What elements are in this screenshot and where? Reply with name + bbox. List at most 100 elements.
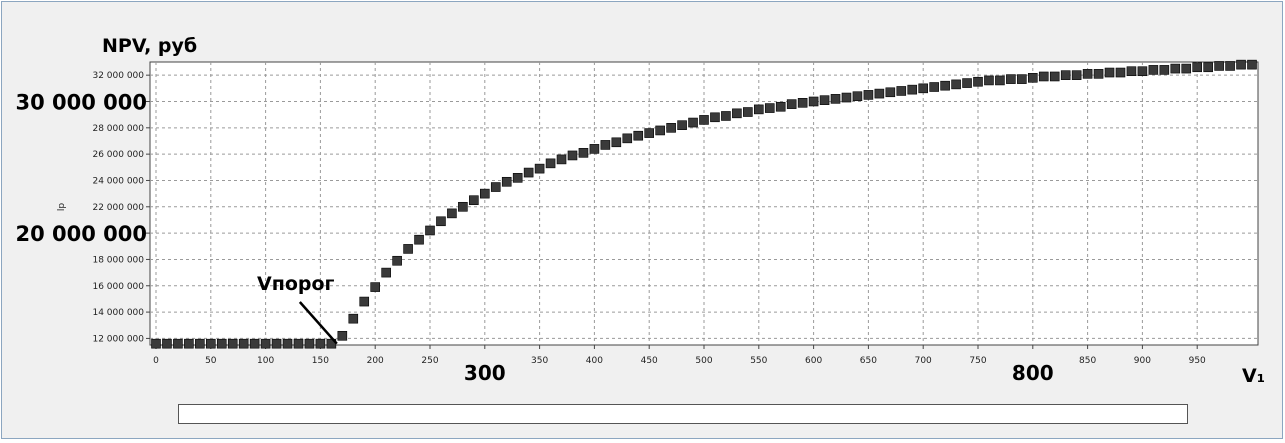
data-point: [173, 338, 183, 349]
data-point: [392, 255, 402, 266]
data-point: [479, 188, 490, 199]
data-point: [841, 92, 852, 103]
data-point: [951, 79, 961, 90]
data-point: [699, 115, 709, 125]
data-point: [830, 94, 841, 104]
data-point: [797, 98, 808, 108]
data-point: [1137, 66, 1148, 77]
y-tick-label: 14 000 000: [92, 308, 144, 318]
data-point: [227, 338, 238, 349]
data-point: [852, 91, 863, 102]
x-tick-label: 900: [1134, 356, 1151, 366]
data-point: [545, 158, 556, 169]
data-point: [1170, 63, 1181, 74]
data-point: [436, 216, 446, 227]
data-point: [743, 107, 753, 117]
data-point: [1225, 61, 1235, 71]
data-point: [677, 120, 687, 130]
x-tick-label: 500: [695, 356, 712, 366]
data-point: [567, 150, 578, 161]
y-tick-label: 32 000 000: [92, 71, 144, 81]
y-axis-ticks: 12 000 000 14 000 000 16 000 000 18 000 000…: [92, 71, 150, 344]
x-tick-label: 450: [641, 356, 658, 366]
x-tick-label: 700: [915, 356, 932, 366]
y-tick-label: 12 000 000: [92, 334, 144, 344]
big-x-labels: 300 800: [464, 361, 1054, 385]
x-tick-label: 350: [531, 356, 548, 366]
data-point: [162, 338, 172, 349]
big-y-label: 30 000 000: [15, 90, 147, 114]
data-point: [260, 338, 271, 349]
data-point: [721, 111, 731, 121]
data-point: [622, 133, 633, 144]
data-point: [1181, 63, 1192, 74]
data-point: [918, 83, 929, 94]
x-tick-label: 650: [860, 356, 877, 366]
data-point: [1093, 69, 1104, 79]
data-point: [633, 130, 644, 141]
data-point: [1115, 67, 1126, 78]
grid: [150, 62, 1258, 345]
data-point: [523, 167, 534, 178]
data-point: [458, 201, 468, 212]
data-point: [1203, 62, 1213, 73]
data-point: [348, 313, 359, 324]
data-point: [315, 338, 326, 349]
data-point: [151, 338, 161, 349]
data-point: [282, 338, 293, 349]
data-point: [874, 88, 885, 99]
data-point: [688, 117, 698, 128]
data-point: [984, 75, 994, 86]
data-point: [973, 76, 983, 87]
data-point: [1082, 69, 1093, 79]
data-point: [184, 338, 194, 349]
big-x-label: 300: [464, 361, 506, 385]
data-point: [1028, 72, 1038, 83]
data-point: [534, 163, 545, 174]
x-tick-label: 400: [586, 356, 603, 366]
data-point: [249, 338, 260, 349]
big-y-label: 20 000 000: [15, 222, 147, 246]
data-point: [1192, 62, 1202, 73]
y-tick-label: 16 000 000: [92, 282, 144, 292]
data-point: [775, 101, 786, 112]
data-point: [1006, 74, 1016, 84]
threshold-pointer-line: [298, 301, 338, 345]
data-point: [764, 103, 775, 113]
data-point: [206, 338, 216, 349]
data-point: [929, 82, 939, 92]
data-point: [786, 99, 797, 109]
data-point: [611, 137, 622, 148]
x-tick-label: 850: [1079, 356, 1096, 366]
x-tick-label: 200: [367, 356, 384, 366]
data-point: [403, 244, 413, 254]
data-point: [995, 75, 1005, 86]
x-tick-label: 950: [1189, 356, 1206, 366]
data-point: [293, 338, 304, 349]
y-tick-label: 24 000 000: [92, 176, 144, 186]
y-axis-small-label: lp: [57, 203, 67, 212]
y-tick-label: 18 000 000: [92, 255, 144, 265]
data-point: [940, 80, 950, 91]
data-point: [1247, 59, 1257, 70]
data-point: [1060, 70, 1071, 80]
data-point: [1017, 74, 1027, 84]
x-tick-label: 0: [153, 356, 159, 366]
horizontal-scrollbar[interactable]: [178, 404, 1188, 424]
data-points: [151, 59, 1257, 349]
data-point: [1214, 61, 1224, 71]
x-tick-label: 50: [205, 356, 217, 366]
data-point: [710, 112, 720, 123]
data-point: [447, 208, 457, 219]
data-point: [512, 173, 523, 183]
x-tick-label: 250: [421, 356, 438, 366]
x-tick-label: 100: [257, 356, 274, 366]
data-point: [655, 125, 665, 136]
data-point: [337, 330, 348, 341]
threshold-label: Vпорог: [257, 273, 335, 295]
data-point: [490, 182, 501, 192]
y-axis-title: NPV, руб: [102, 35, 197, 57]
data-point: [600, 140, 611, 150]
